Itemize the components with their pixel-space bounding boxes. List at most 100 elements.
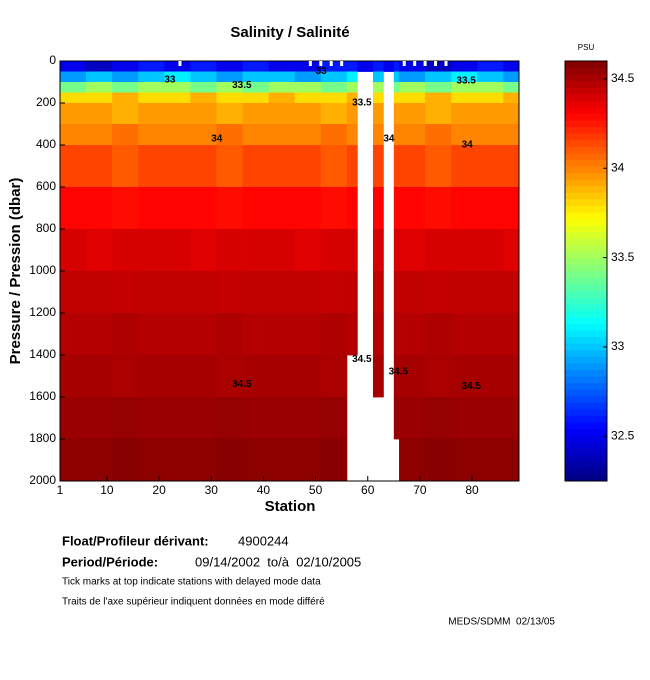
- heat-cell: [503, 61, 520, 72]
- heat-cell: [190, 187, 217, 230]
- heat-cell: [138, 124, 165, 146]
- x-tick-label: 50: [309, 483, 323, 497]
- heat-cell: [451, 187, 478, 230]
- colorbar-step: [565, 323, 607, 331]
- heat-cell: [451, 355, 478, 398]
- colorbar-step: [565, 61, 607, 69]
- heat-cell: [112, 71, 139, 83]
- heat-cell: [503, 355, 520, 398]
- contour-label: 34: [383, 133, 395, 144]
- heat-cell: [503, 271, 520, 314]
- heat-cell: [372, 92, 384, 104]
- heat-cell: [372, 103, 384, 125]
- colorbar-step: [565, 264, 607, 272]
- heat-cell: [86, 82, 113, 93]
- heat-cell: [477, 397, 504, 440]
- heat-cell: [86, 439, 113, 482]
- heat-cell: [86, 61, 113, 72]
- heat-cell: [242, 145, 270, 188]
- heat-cell: [242, 103, 270, 125]
- colorbar-step: [565, 362, 607, 370]
- heat-cell: [216, 229, 243, 272]
- heat-cell: [190, 229, 217, 272]
- colorbar-step: [565, 192, 607, 200]
- colorbar-step: [565, 251, 607, 259]
- heat-cell: [60, 92, 87, 104]
- heat-cell: [86, 71, 113, 83]
- heat-cell: [320, 82, 348, 93]
- heat-cell: [425, 124, 452, 146]
- heat-cell: [451, 103, 478, 125]
- heat-cell: [425, 271, 452, 314]
- heat-cell: [216, 397, 243, 440]
- heat-cell: [503, 124, 520, 146]
- colorbar-step: [565, 369, 607, 377]
- heat-cell: [86, 124, 113, 146]
- heat-cell: [294, 271, 322, 314]
- heat-cell: [216, 439, 243, 482]
- colorbar-step: [565, 172, 607, 180]
- heat-cell: [242, 71, 270, 83]
- x-tick-label: 1: [57, 483, 64, 497]
- float-label: Float/Profileur dérivant:: [62, 533, 209, 548]
- heat-cell: [320, 439, 348, 482]
- heat-cell: [393, 71, 400, 83]
- heat-cell: [399, 103, 426, 125]
- colorbar-step: [565, 284, 607, 292]
- heat-cell: [393, 397, 400, 440]
- heat-cell: [393, 229, 400, 272]
- heat-cell: [346, 271, 358, 314]
- heat-cell: [346, 103, 358, 125]
- heat-cell: [320, 92, 348, 104]
- heat-cell: [372, 82, 384, 93]
- heat-cell: [372, 313, 384, 356]
- heat-cell: [138, 145, 165, 188]
- heat-cell: [216, 145, 243, 188]
- contour-label: 33: [316, 66, 328, 77]
- heat-cell: [425, 82, 452, 93]
- heat-cell: [242, 61, 270, 72]
- heat-cell: [477, 187, 504, 230]
- heat-cell: [60, 82, 87, 93]
- colorbar-frame: [564, 60, 608, 482]
- heat-cell: [425, 61, 452, 72]
- heat-cell: [425, 229, 452, 272]
- heat-cell: [138, 82, 165, 93]
- heat-cell: [190, 271, 217, 314]
- heat-cell: [190, 397, 217, 440]
- x-tick-label: 70: [413, 483, 427, 497]
- heat-cell: [320, 187, 348, 230]
- float-id: 4900244: [238, 533, 289, 548]
- heat-cell: [112, 397, 139, 440]
- chart-title: Salinity / Salinité: [230, 24, 349, 41]
- heat-cell: [393, 124, 400, 146]
- heat-cell: [399, 71, 426, 83]
- heat-cell: [164, 124, 191, 146]
- heat-cell: [503, 229, 520, 272]
- colorbar-step: [565, 474, 607, 482]
- colorbar-step: [565, 74, 607, 82]
- heat-cell: [346, 92, 358, 104]
- heat-cell: [320, 355, 348, 398]
- heat-cell: [86, 92, 113, 104]
- heat-cell: [451, 124, 478, 146]
- heat-cell: [242, 187, 270, 230]
- heat-cell: [60, 124, 87, 146]
- heat-cell: [112, 124, 139, 146]
- heat-cell: [138, 313, 165, 356]
- heat-cell: [138, 397, 165, 440]
- heat-cell: [190, 103, 217, 125]
- colorbar-step: [565, 159, 607, 167]
- heat-cell: [346, 82, 358, 93]
- colorbar-tick-label: 34.5: [611, 71, 635, 85]
- heat-cell: [393, 145, 400, 188]
- x-tick-label: 10: [100, 483, 114, 497]
- colorbar-step: [565, 349, 607, 357]
- heat-cell: [60, 229, 87, 272]
- heat-cell: [425, 355, 452, 398]
- heat-cell: [138, 271, 165, 314]
- heat-cell: [346, 71, 358, 83]
- heat-cell: [190, 92, 217, 104]
- period: 09/14/2002 to/à 02/10/2005: [195, 554, 361, 569]
- heat-cell: [60, 355, 87, 398]
